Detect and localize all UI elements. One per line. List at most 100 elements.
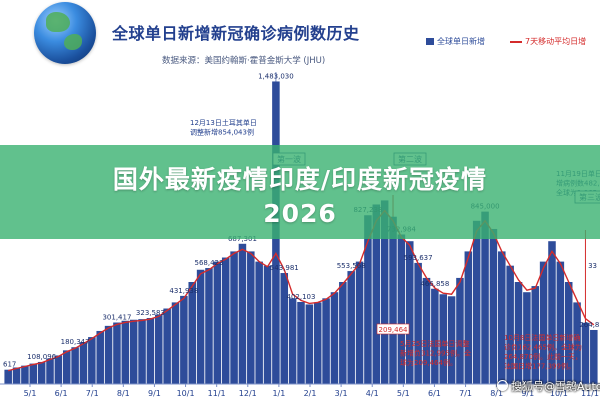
- bar-daily-new: [180, 295, 188, 384]
- bar-daily-new: [71, 347, 79, 384]
- annotation-may25: 新增负312,995例。全: [400, 349, 471, 358]
- x-tick-label: 11/1: [581, 389, 599, 398]
- bar-daily-new: [372, 204, 381, 384]
- annotation-oct8: 264,870例。此前一天，: [504, 352, 582, 361]
- bar-daily-new: [498, 251, 506, 384]
- data-label: 1,483,030: [258, 72, 294, 80]
- bar-daily-new: [339, 282, 347, 384]
- bar-daily-new: [414, 262, 422, 384]
- bar-daily-new: [464, 251, 473, 384]
- data-label: 264,870: [579, 321, 600, 329]
- bar-daily-new: [155, 314, 163, 384]
- data-label: 402,103: [287, 293, 316, 301]
- x-tick-label: 10/1: [550, 389, 568, 398]
- overlay-banner-text: 国外最新疫情印度/印度新冠疫情 2026: [0, 163, 600, 231]
- watermark: 搜狐号@雪鹅Auto: [497, 378, 600, 394]
- bar-daily-new: [113, 322, 121, 384]
- data-label: 593,637: [404, 254, 433, 262]
- bar-daily-new: [355, 261, 364, 384]
- bar-daily-new: [96, 330, 104, 384]
- bar-daily-new: [213, 261, 222, 384]
- x-tick-label: 7/1: [86, 389, 99, 398]
- bar-daily-new: [255, 261, 263, 384]
- bar-daily-new: [104, 325, 113, 384]
- x-tick-label: 8/1: [490, 389, 503, 398]
- bar-daily-new: [514, 282, 523, 384]
- x-tick-label: 8/1: [117, 389, 130, 398]
- series-line-7day-avg: [8, 209, 595, 372]
- banner-line-2: 2026: [263, 199, 337, 228]
- bar-daily-new: [539, 261, 548, 384]
- x-tick-label: 9/1: [148, 389, 161, 398]
- annotation-oct8: 法国日增177,399例。: [504, 362, 575, 371]
- bar-daily-new: [548, 241, 556, 384]
- banner-line-1: 国外最新疫情印度/印度新冠疫情: [112, 165, 488, 194]
- bar-daily-new: [305, 304, 314, 384]
- bar-daily-new: [380, 200, 389, 384]
- legend-item-7day-avg: 7天移动平均日增: [510, 36, 586, 47]
- x-tick-label: 6/1: [428, 389, 441, 398]
- x-tick-label: 1/1: [272, 389, 285, 398]
- globe-icon: [34, 2, 96, 64]
- bar-daily-new: [489, 228, 498, 384]
- bar-daily-new: [573, 302, 581, 384]
- legend-line-label: 7天移动平均日增: [525, 37, 587, 46]
- legend-bar-label: 全球单日新增: [437, 37, 485, 46]
- bar-daily-new: [439, 294, 447, 384]
- bar-daily-new: [280, 273, 289, 384]
- bar-daily-new: [322, 298, 330, 384]
- bar-daily-new: [238, 243, 247, 384]
- bar-daily-new: [79, 342, 88, 384]
- bar-daily-new: [313, 302, 322, 384]
- bar-daily-new: [12, 367, 21, 384]
- bar-daily-new: [171, 302, 180, 384]
- bar-daily-new: [29, 363, 38, 384]
- chart-title: 全球单日新增新冠确诊病例数历史: [112, 24, 360, 43]
- data-label: 323,583: [136, 309, 165, 317]
- bar-daily-new: [347, 271, 355, 384]
- legend-item-daily-new: 全球单日新增: [426, 36, 485, 47]
- sohu-logo-icon: [497, 380, 508, 391]
- bar-daily-new: [506, 265, 514, 384]
- bar-daily-new: [21, 365, 29, 384]
- bar-daily-new: [590, 329, 598, 384]
- bar-daily-new: [205, 268, 213, 384]
- bar-daily-new: [188, 282, 196, 384]
- annotation-may25: 5月25日法国单日调整: [400, 339, 469, 348]
- bar-daily-new: [556, 261, 565, 384]
- x-tick-label: 6/1: [55, 389, 68, 398]
- data-label: 466,858: [420, 280, 449, 288]
- bar-daily-new: [247, 251, 255, 384]
- bar-daily-new: [330, 292, 339, 384]
- bar-daily-new: [406, 241, 414, 384]
- bar-daily-new: [472, 220, 481, 384]
- data-label: 431,938: [169, 287, 198, 295]
- data-label: 543,981: [270, 264, 299, 272]
- data-source: 数据来源：美国约翰斯·霍普金斯大学 (JHU): [162, 56, 326, 66]
- bar-daily-new: [37, 361, 46, 384]
- bar-daily-new: [297, 301, 305, 384]
- x-tick-label: 5/1: [24, 389, 37, 398]
- bar-daily-new: [62, 350, 71, 384]
- data-label: 568,423: [194, 259, 223, 267]
- bar-daily-new: [146, 317, 155, 384]
- annotation-oct8: 诊负162,465例。全球为: [504, 343, 582, 352]
- x-tick-label: 7/1: [459, 389, 472, 398]
- legend-bar-swatch: [426, 38, 434, 45]
- x-tick-label: 12/1: [239, 389, 257, 398]
- bar-daily-new: [54, 355, 63, 384]
- bar-daily-new: [397, 234, 406, 384]
- bar-daily-new: [389, 216, 397, 384]
- value-tag-may25: 209,464: [379, 326, 408, 334]
- bar-daily-new: [581, 322, 590, 384]
- bar-daily-new: [129, 319, 138, 384]
- x-tick-label: 5/1: [397, 389, 410, 398]
- annotation-may25: 球为209,464例。: [400, 358, 457, 367]
- bar-daily-new: [481, 211, 489, 384]
- bar-daily-new: [230, 251, 238, 384]
- data-label: 301,417: [102, 314, 131, 322]
- bar-daily-new: [163, 308, 171, 384]
- watermark-text: 搜狐号@雪鹅Auto: [511, 380, 600, 393]
- x-tick-label: 11/1: [208, 389, 226, 398]
